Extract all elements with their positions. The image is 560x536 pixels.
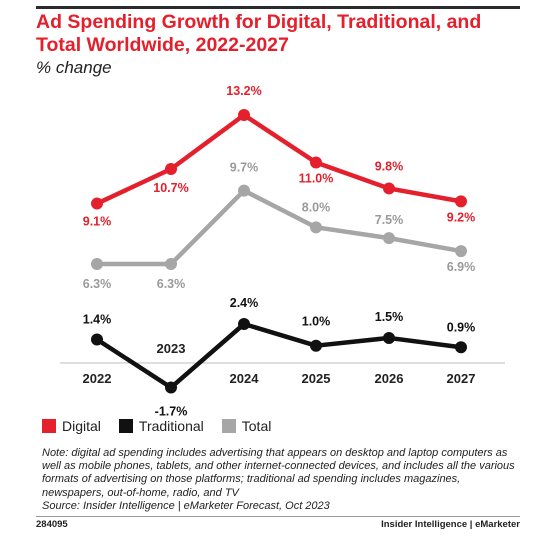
x-tick-label-2026: 2026 bbox=[375, 371, 404, 386]
data-label-total-2027: 6.9% bbox=[447, 260, 476, 274]
data-label-digital-2023: 10.7% bbox=[153, 181, 188, 195]
x-tick-label-2022: 2022 bbox=[83, 371, 112, 386]
data-point-digital-2022 bbox=[91, 197, 103, 210]
data-label-total-2026: 7.5% bbox=[375, 213, 404, 227]
data-point-digital-2027 bbox=[455, 195, 467, 208]
x-tick-label-2023: 2023 bbox=[157, 341, 186, 356]
data-point-digital-2024 bbox=[238, 109, 250, 121]
footer-rule bbox=[36, 516, 520, 517]
data-point-traditional-2023 bbox=[165, 381, 177, 394]
legend-item-total: Total bbox=[221, 418, 272, 434]
data-point-total-2026 bbox=[383, 232, 395, 245]
data-point-total-2024 bbox=[238, 184, 250, 197]
data-point-traditional-2026 bbox=[383, 331, 395, 344]
legend-item-traditional: Traditional bbox=[118, 418, 204, 434]
data-point-total-2025 bbox=[310, 221, 322, 234]
x-tick-label-2027: 2027 bbox=[447, 371, 476, 386]
series-line-traditional bbox=[94, 321, 464, 390]
data-label-digital-2026: 9.8% bbox=[375, 159, 404, 173]
data-point-total-2022 bbox=[91, 258, 103, 271]
data-label-traditional-2025: 1.0% bbox=[302, 315, 331, 329]
legend-label-total: Total bbox=[241, 418, 272, 434]
data-label-total-2024: 9.7% bbox=[230, 161, 259, 175]
legend-label-traditional: Traditional bbox=[138, 418, 204, 434]
chart-subtitle: % change bbox=[36, 58, 112, 77]
x-tick-label-2025: 2025 bbox=[302, 371, 331, 386]
data-point-total-2027 bbox=[455, 245, 467, 258]
data-point-traditional-2025 bbox=[310, 339, 322, 352]
data-point-traditional-2022 bbox=[91, 333, 103, 346]
data-label-digital-2025: 11.0% bbox=[299, 172, 334, 186]
source-text: Source: Insider Intelligence | eMarketer… bbox=[42, 499, 330, 512]
data-label-digital-2027: 9.2% bbox=[447, 210, 476, 224]
chart-title: Ad Spending Growth for Digital, Traditio… bbox=[36, 11, 482, 56]
series-line-digital bbox=[94, 112, 464, 206]
legend-swatch-digital bbox=[42, 419, 56, 433]
data-label-traditional-2024: 2.4% bbox=[230, 296, 259, 310]
data-label-traditional-2022: 1.4% bbox=[83, 313, 112, 327]
series-line-total bbox=[94, 188, 464, 267]
x-tick-label-2024: 2024 bbox=[230, 371, 260, 386]
legend-item-digital: Digital bbox=[42, 418, 101, 434]
data-label-digital-2024: 13.2% bbox=[226, 84, 261, 98]
note-text: Note: digital ad spending includes adver… bbox=[42, 447, 515, 499]
legend-swatch-total bbox=[221, 419, 236, 433]
data-label-traditional-2026: 1.5% bbox=[375, 310, 404, 324]
data-point-digital-2026 bbox=[383, 182, 395, 195]
data-label-total-2025: 8.0% bbox=[302, 200, 331, 214]
data-label-total-2023: 6.3% bbox=[157, 277, 186, 291]
data-label-total-2022: 6.3% bbox=[83, 277, 112, 291]
legend: Digital Traditional Total bbox=[42, 418, 271, 434]
data-point-digital-2023 bbox=[165, 163, 177, 175]
top-rule bbox=[36, 6, 520, 9]
legend-label-digital: Digital bbox=[62, 418, 101, 434]
chart-note: Note: digital ad spending includes adver… bbox=[42, 447, 520, 513]
data-point-digital-2025 bbox=[310, 156, 322, 169]
legend-swatch-traditional bbox=[118, 419, 133, 433]
data-label-traditional-2023: -1.7% bbox=[155, 405, 188, 419]
data-point-traditional-2027 bbox=[455, 341, 467, 354]
data-label-digital-2022: 9.1% bbox=[83, 215, 112, 229]
chart-id: 284095 bbox=[36, 519, 68, 530]
data-point-total-2023 bbox=[165, 258, 177, 271]
footer-brand: Insider Intelligence | eMarketer bbox=[381, 519, 520, 530]
data-point-traditional-2024 bbox=[238, 318, 250, 330]
data-label-traditional-2027: 0.9% bbox=[447, 320, 476, 334]
